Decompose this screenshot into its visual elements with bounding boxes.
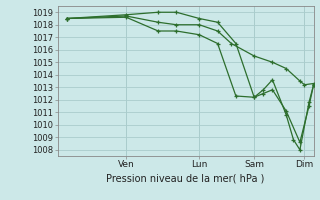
X-axis label: Pression niveau de la mer( hPa ): Pression niveau de la mer( hPa ) <box>107 173 265 183</box>
